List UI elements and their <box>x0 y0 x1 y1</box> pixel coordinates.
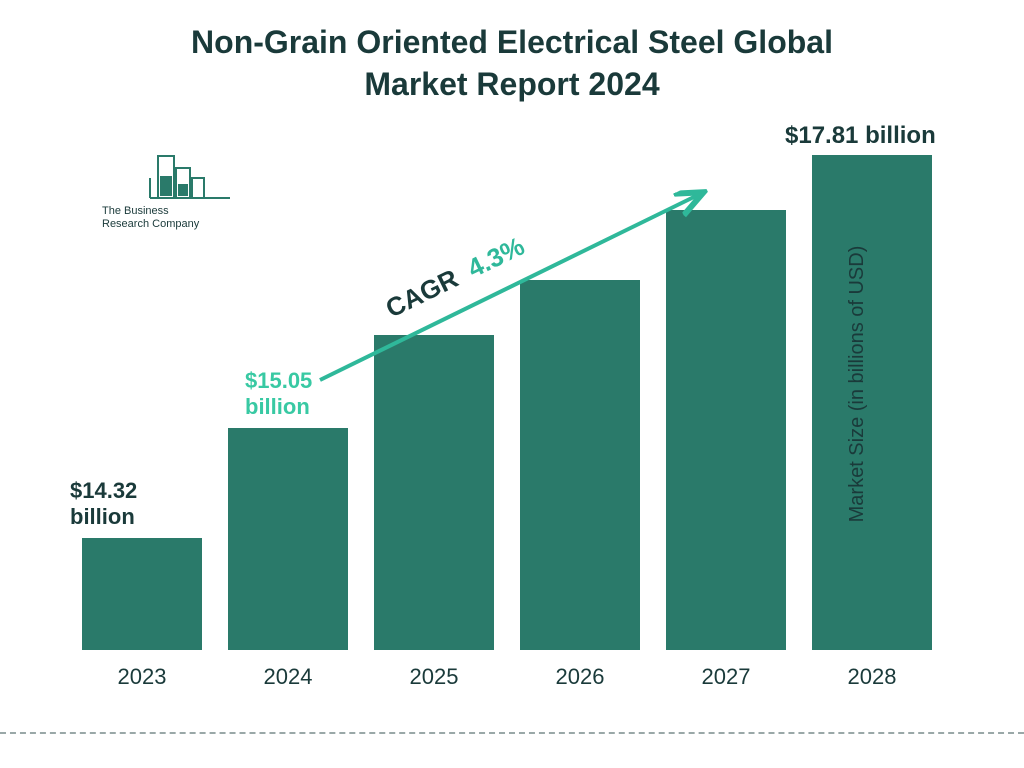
value-text: $15.05 <box>245 368 312 393</box>
value-label-2028: $17.81 billion <box>785 122 936 151</box>
value-label-2023: $14.32 billion <box>70 478 137 531</box>
bar <box>228 428 348 650</box>
value-text: billion <box>70 504 135 529</box>
footer-dashed-line <box>0 732 1024 734</box>
bar-2024 <box>228 428 348 650</box>
bar-2026 <box>520 280 640 650</box>
bar-2028 <box>812 155 932 650</box>
bar <box>666 210 786 650</box>
title-line2: Market Report 2024 <box>364 66 659 102</box>
bar-2023 <box>82 538 202 650</box>
y-axis-label: Market Size (in billions of USD) <box>846 246 869 523</box>
x-label: 2026 <box>520 664 640 690</box>
value-label-2024: $15.05 billion <box>245 368 312 421</box>
bars-container <box>82 130 932 650</box>
x-label: 2023 <box>82 664 202 690</box>
value-text: $14.32 <box>70 478 137 503</box>
x-axis-labels: 2023 2024 2025 2026 2027 2028 <box>82 664 932 690</box>
x-label: 2028 <box>812 664 932 690</box>
value-text: $17.81 billion <box>785 122 936 149</box>
bar <box>520 280 640 650</box>
bar-2027 <box>666 210 786 650</box>
x-label: 2027 <box>666 664 786 690</box>
bar <box>374 335 494 650</box>
x-label: 2024 <box>228 664 348 690</box>
bar <box>82 538 202 650</box>
bar <box>812 155 932 650</box>
bar-chart: 2023 2024 2025 2026 2027 2028 <box>82 130 932 690</box>
chart-title: Non-Grain Oriented Electrical Steel Glob… <box>0 22 1024 105</box>
title-line1: Non-Grain Oriented Electrical Steel Glob… <box>191 24 833 60</box>
bar-2025 <box>374 335 494 650</box>
x-label: 2025 <box>374 664 494 690</box>
value-text: billion <box>245 394 310 419</box>
